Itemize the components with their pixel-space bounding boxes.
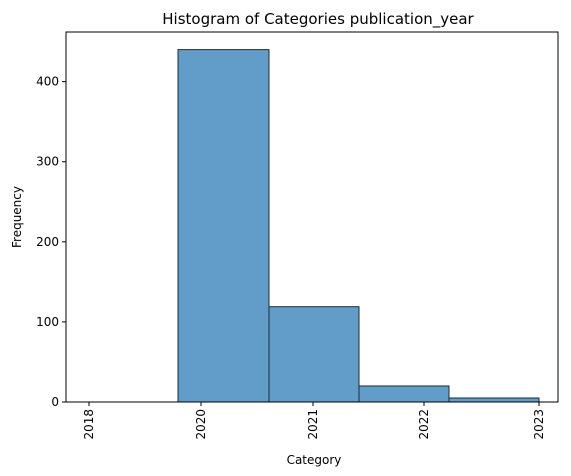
- y-tick-label: 100: [36, 315, 59, 329]
- histogram-bar: [177, 49, 270, 403]
- x-tick-label: 2022: [417, 409, 431, 440]
- y-tick-label: 200: [36, 235, 59, 249]
- x-axis-label: Category: [287, 453, 342, 467]
- y-tick-label: 300: [36, 155, 59, 169]
- y-axis-ticks: 0 100 200 300 400: [36, 75, 66, 409]
- x-tick-label: 2018: [82, 409, 96, 440]
- bars-group: [177, 49, 540, 403]
- y-axis-label: Frequency: [10, 186, 24, 248]
- histogram-bar: [268, 306, 360, 403]
- x-axis-ticks: 2018 2020 2021 2022 2023: [82, 402, 546, 440]
- y-tick-label: 400: [36, 75, 59, 89]
- x-tick-label: 2021: [306, 409, 320, 440]
- histogram-bar: [448, 397, 540, 403]
- histogram-bar: [358, 385, 450, 403]
- y-tick-label: 0: [51, 395, 59, 409]
- x-tick-label: 2023: [532, 409, 546, 440]
- x-tick-label: 2020: [194, 409, 208, 440]
- plot-frame: [65, 31, 559, 403]
- chart-title: Histogram of Categories publication_year: [162, 10, 474, 29]
